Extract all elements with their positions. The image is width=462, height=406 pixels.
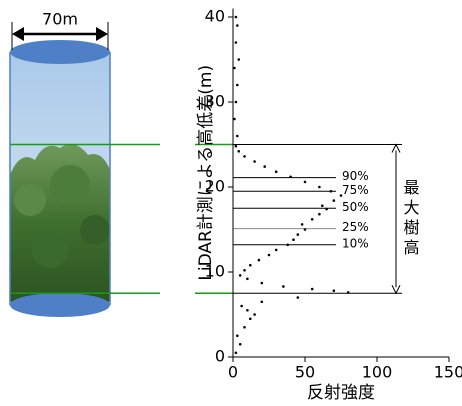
point [236, 135, 239, 138]
percentile-label: 50% [342, 200, 369, 214]
figure: 70m 最大樹高90%75%50%25%10%01020304005010015… [0, 0, 462, 406]
x-tick-label: 150 [434, 363, 462, 382]
tree [32, 232, 68, 268]
point [246, 309, 249, 312]
point [236, 334, 239, 337]
point [263, 165, 266, 168]
point [235, 101, 238, 104]
point [237, 150, 240, 153]
point [340, 194, 343, 197]
point [261, 282, 264, 285]
point [318, 186, 321, 189]
point [286, 244, 289, 247]
point [289, 176, 292, 179]
point [235, 41, 238, 44]
point [333, 289, 336, 292]
percentile-label: 90% [342, 169, 369, 183]
point [347, 291, 350, 294]
point [253, 313, 256, 316]
point [249, 317, 252, 320]
point [333, 199, 336, 202]
cylinder-illustration: 70m [10, 10, 110, 318]
percentile-label: 25% [342, 220, 369, 234]
point [318, 213, 321, 216]
point [239, 274, 242, 277]
y-tick-label: 0 [215, 347, 225, 366]
point [304, 181, 307, 184]
point [246, 278, 249, 281]
point [236, 84, 239, 87]
point [292, 238, 295, 241]
point [311, 288, 314, 291]
height-label: 最大樹高 [401, 179, 420, 259]
point [236, 24, 239, 27]
point [275, 170, 278, 173]
tree [14, 184, 46, 216]
point [237, 58, 240, 61]
point [261, 300, 264, 303]
point [321, 204, 324, 207]
point [311, 218, 314, 221]
cylinder-top [10, 40, 110, 64]
point [325, 208, 328, 211]
tree [80, 215, 110, 245]
point [282, 285, 285, 288]
point [297, 296, 300, 299]
point [304, 228, 307, 231]
width-label: 70m [42, 10, 78, 29]
point [235, 351, 238, 354]
tree [50, 165, 90, 205]
point [243, 326, 246, 329]
percentile-label: 10% [342, 236, 369, 250]
cylinder-bottom [10, 293, 110, 317]
point [235, 145, 238, 148]
point [330, 190, 333, 193]
point [240, 305, 243, 308]
y-axis-label: LiDAR計測による高低差(m) [196, 65, 216, 281]
point [233, 118, 236, 121]
point [268, 254, 271, 257]
x-tick-label: 100 [362, 363, 393, 382]
point [239, 343, 242, 346]
y-tick-label: 40 [205, 7, 225, 26]
point [253, 160, 256, 163]
point [243, 269, 246, 272]
point [301, 223, 304, 226]
point [297, 233, 300, 236]
point [258, 259, 261, 262]
point [233, 67, 236, 70]
x-tick-label: 0 [228, 363, 238, 382]
point [235, 16, 238, 19]
x-tick-label: 50 [295, 363, 315, 382]
point [243, 155, 246, 158]
percentile-label: 75% [342, 183, 369, 197]
point [249, 264, 252, 267]
x-axis-label: 反射強度 [307, 383, 375, 403]
point [275, 249, 278, 252]
